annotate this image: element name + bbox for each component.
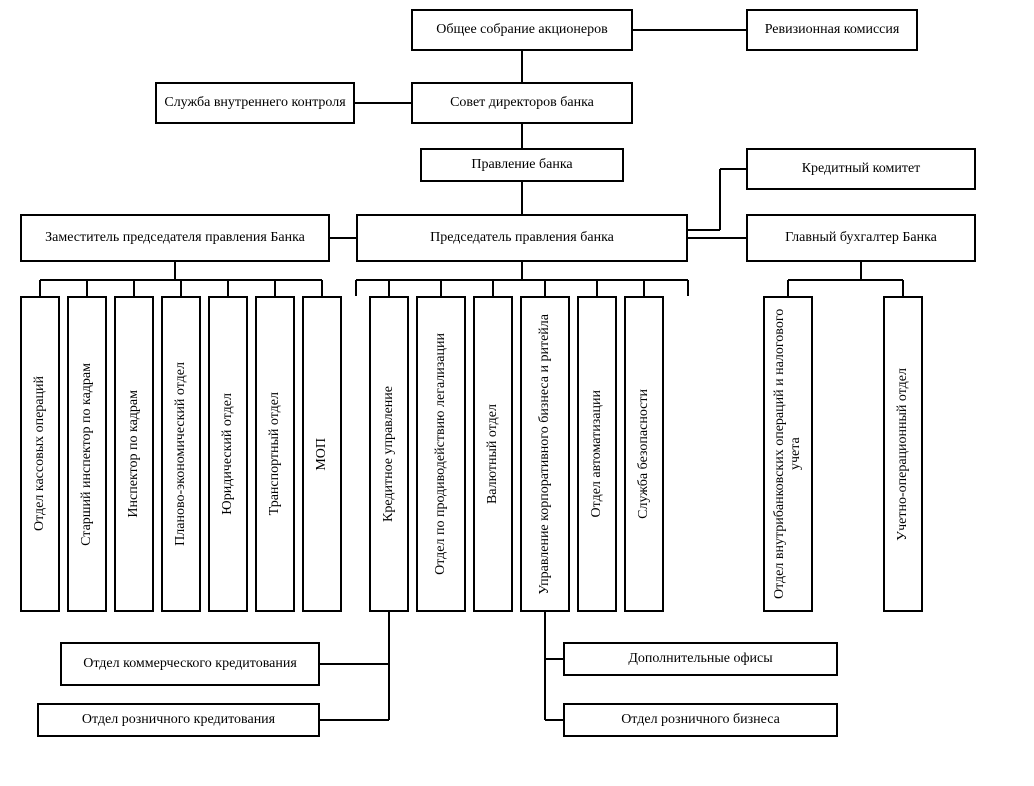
node-label: Главный бухгалтер Банка <box>785 230 937 246</box>
node-additional-off: Дополнительные офисы <box>563 642 838 676</box>
node-label: Отдел автоматизации <box>589 390 605 517</box>
node-label: Отдел розничного бизнеса <box>621 712 780 728</box>
node-label: Валютный отдел <box>485 404 501 504</box>
vnode-acct-ops: Учетно-операционный отдел <box>883 296 923 612</box>
node-label: Юридический отдел <box>220 393 236 515</box>
vnode-mop: МОП <box>302 296 342 612</box>
vnode-corp-retail: Управление корпоративного бизнеса и рите… <box>520 296 570 612</box>
node-label: Старший инспектор по кадрам <box>79 363 95 546</box>
node-label: Планово-экономический отдел <box>173 362 189 546</box>
vnode-credit-mgmt: Кредитное управление <box>369 296 409 612</box>
node-label: Отдел розничного кредитования <box>82 712 275 728</box>
vnode-senior-hr: Старший инспектор по кадрам <box>67 296 107 612</box>
node-label: Дополнительные офисы <box>628 651 772 667</box>
vnode-security: Служба безопасности <box>624 296 664 612</box>
node-management: Правление банка <box>420 148 624 182</box>
node-label: Учетно-операционный отдел <box>895 368 911 541</box>
node-label: Транспортный отдел <box>267 392 283 515</box>
node-dept-retail-cred: Отдел розничного кредитования <box>37 703 320 737</box>
node-label: Служба безопасности <box>636 389 652 519</box>
vnode-cash-ops: Отдел кассовых операций <box>20 296 60 612</box>
node-deputy-chair: Заместитель председателя правления Банка <box>20 214 330 262</box>
node-chairman: Председатель правления банка <box>356 214 688 262</box>
vnode-interbank-tax: Отдел внутрибанковских операций и налого… <box>763 296 813 612</box>
node-label: Отдел кассовых операций <box>32 376 48 531</box>
node-label: Председатель правления банка <box>430 230 614 246</box>
node-label: Общее собрание акционеров <box>436 22 608 38</box>
node-label: Кредитный комитет <box>802 161 921 177</box>
vnode-automation: Отдел автоматизации <box>577 296 617 612</box>
node-retail-business: Отдел розничного бизнеса <box>563 703 838 737</box>
node-label: Правление банка <box>471 157 572 173</box>
vnode-plan-econ: Планово-экономический отдел <box>161 296 201 612</box>
node-internal-control: Служба внутреннего контроля <box>155 82 355 124</box>
vnode-hr-inspector: Инспектор по кадрам <box>114 296 154 612</box>
node-board-directors: Совет директоров банка <box>411 82 633 124</box>
node-label: Отдел коммерческого кредитования <box>83 656 297 672</box>
node-audit-commission: Ревизионная комиссия <box>746 9 918 51</box>
vnode-fx: Валютный отдел <box>473 296 513 612</box>
node-label: Управление корпоративного бизнеса и рите… <box>537 314 553 595</box>
node-label: Служба внутреннего контроля <box>164 95 345 111</box>
vnode-anti-legal: Отдел по продиводействию легализации <box>416 296 466 612</box>
node-label: Заместитель председателя правления Банка <box>45 230 305 246</box>
node-dept-commercial: Отдел коммерческого кредитования <box>60 642 320 686</box>
node-label: Ревизионная комиссия <box>765 22 900 38</box>
node-label: Кредитное управление <box>381 386 397 522</box>
node-credit-committee: Кредитный комитет <box>746 148 976 190</box>
node-general-meeting: Общее собрание акционеров <box>411 9 633 51</box>
vnode-transport: Транспортный отдел <box>255 296 295 612</box>
org-chart-canvas: Общее собрание акционеров Ревизионная ко… <box>0 0 1034 786</box>
node-label: Инспектор по кадрам <box>126 390 142 518</box>
node-label: МОП <box>314 438 330 471</box>
node-label: Отдел внутрибанковских операций и налого… <box>772 298 804 610</box>
node-chief-acct: Главный бухгалтер Банка <box>746 214 976 262</box>
vnode-legal: Юридический отдел <box>208 296 248 612</box>
node-label: Отдел по продиводействию легализации <box>433 333 449 575</box>
node-label: Совет директоров банка <box>450 95 594 111</box>
